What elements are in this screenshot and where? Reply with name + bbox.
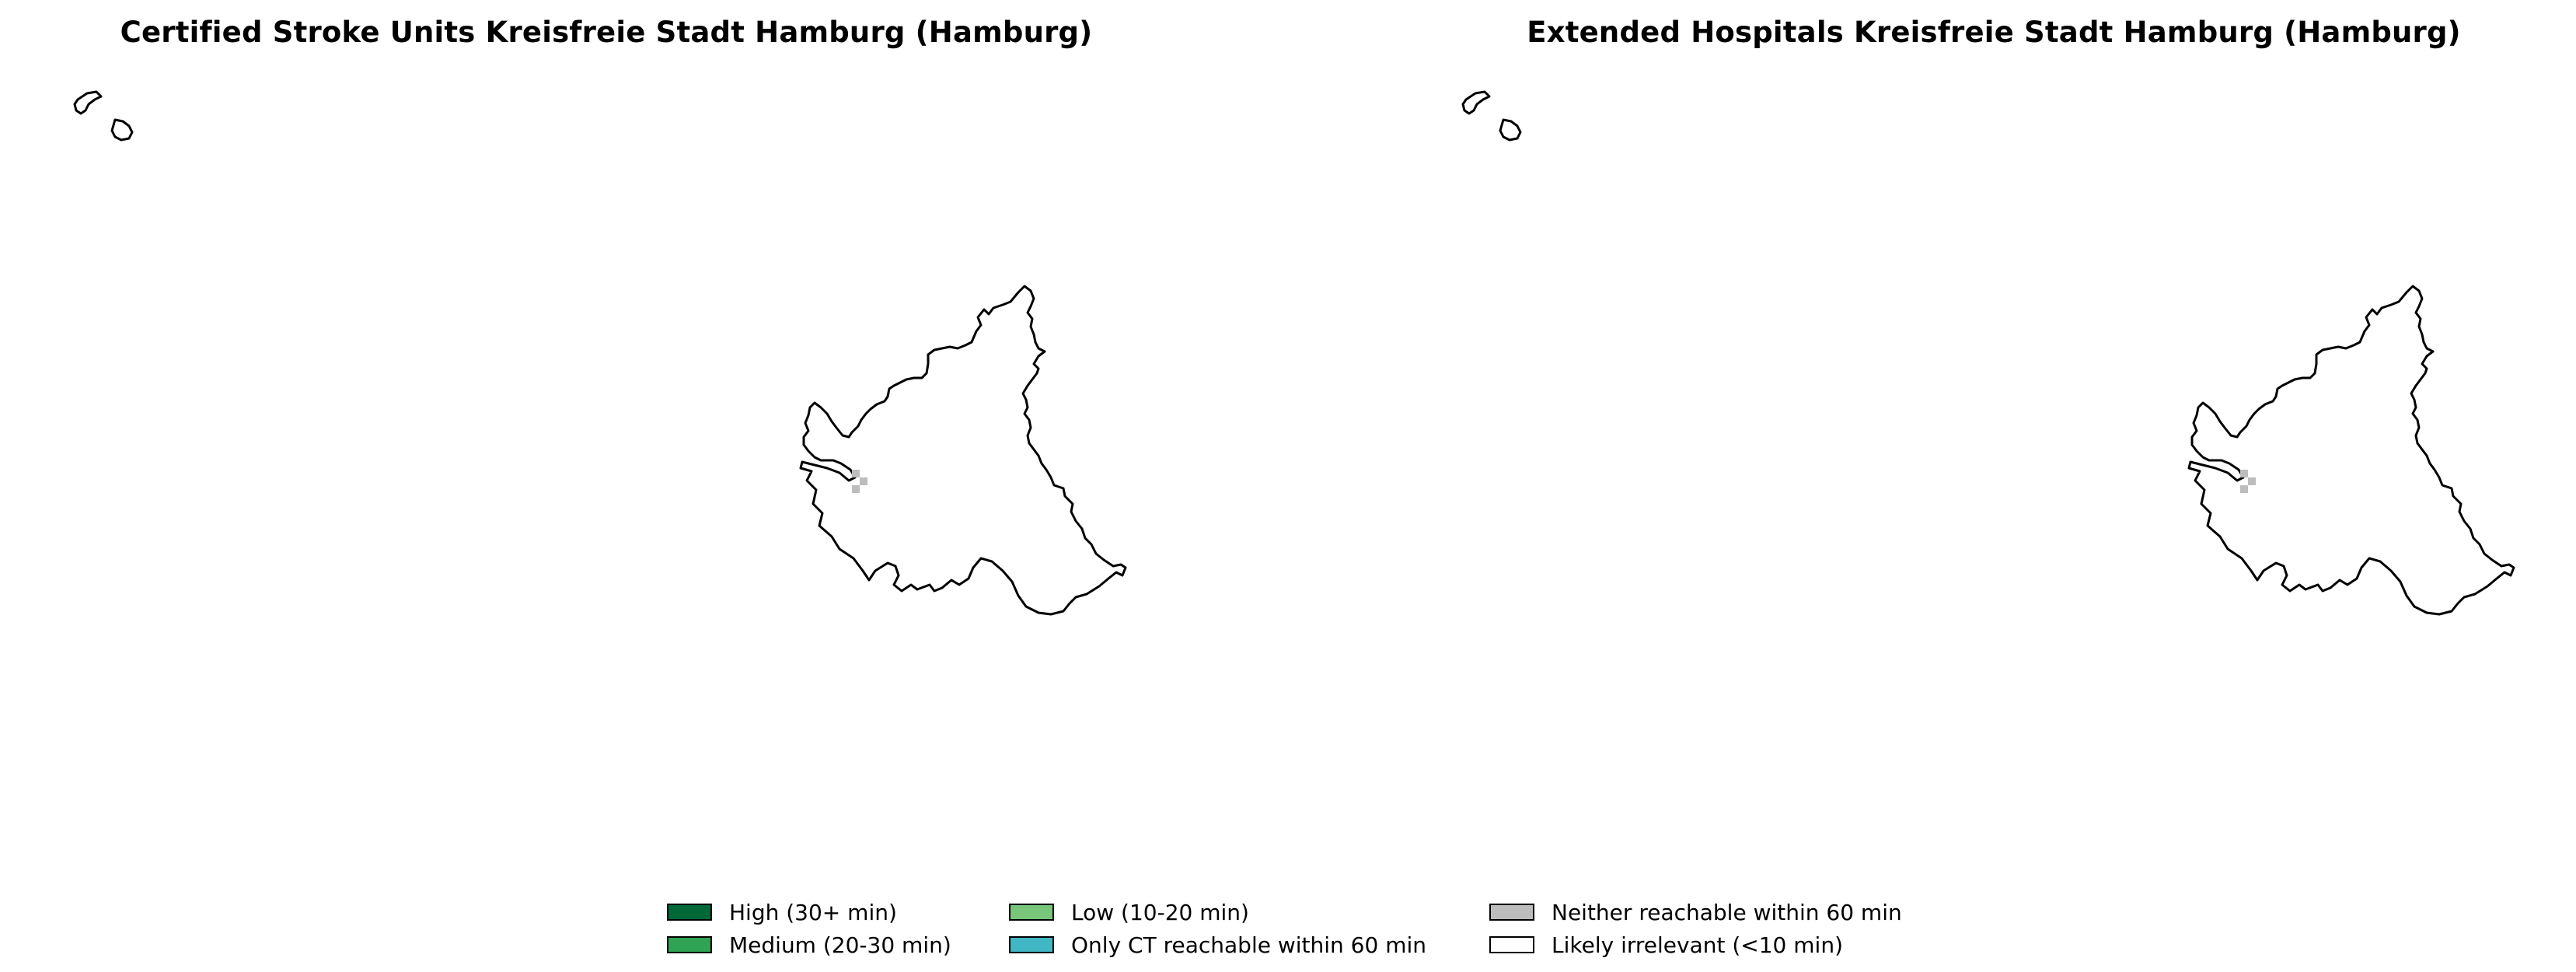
legend: High (30+ min) Medium (20-30 min) Low (1… [0,900,2576,963]
legend-swatch [667,904,712,921]
legend-item-only-ct: Only CT reachable within 60 min [1009,932,1427,958]
scharhoern-island [110,118,134,142]
legend-swatch [1009,936,1054,953]
legend-label: Low (10-20 min) [1071,899,1249,925]
neuwerk-island [73,90,103,115]
legend-label: High (30+ min) [729,899,897,925]
legend-item-neither: Neither reachable within 60 min [1489,899,1902,925]
map-title-stroke-units: Certified Stroke Units Kreisfreie Stadt … [120,16,1093,49]
hospital-marker [852,470,867,493]
legend-label: Medium (20-30 min) [729,932,951,958]
hamburg-region [1461,90,2515,616]
hamburg-outline [2187,285,2515,616]
legend-label: Neither reachable within 60 min [1552,899,1902,925]
neuwerk-island [1461,90,1491,115]
legend-swatch [1489,936,1534,953]
legend-label: Likely irrelevant (<10 min) [1552,932,1843,958]
map-title-extended-hospitals: Extended Hospitals Kreisfreie Stadt Hamb… [1527,16,2461,49]
legend-swatch [1489,904,1534,921]
scharhoern-island [1499,118,1522,142]
hamburg-outline [799,285,1127,616]
legend-swatch [667,936,712,953]
legend-item-low: Low (10-20 min) [1009,899,1249,925]
legend-item-high: High (30+ min) [667,899,897,925]
legend-label: Only CT reachable within 60 min [1071,932,1427,958]
legend-swatch [1009,904,1054,921]
hamburg-map-extended-hospitals [1461,90,2515,616]
legend-item-irrelevant: Likely irrelevant (<10 min) [1489,932,1843,958]
hospital-marker [2240,470,2256,493]
legend-item-medium: Medium (20-30 min) [667,932,951,958]
hamburg-region [73,90,1127,616]
hamburg-map-stroke-units [73,90,1127,616]
